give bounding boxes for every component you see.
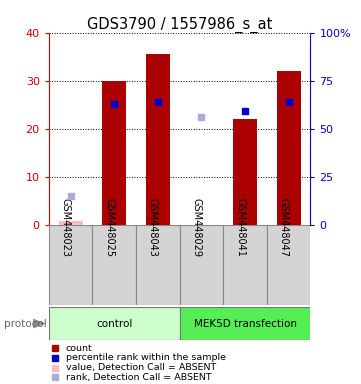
Bar xyxy=(277,71,301,225)
Bar xyxy=(179,307,310,340)
Bar xyxy=(223,225,267,305)
Text: GSM448047: GSM448047 xyxy=(279,199,289,257)
Bar xyxy=(146,54,170,225)
Text: protocol: protocol xyxy=(4,318,46,329)
Text: GSM448041: GSM448041 xyxy=(235,199,245,257)
Bar xyxy=(102,81,126,225)
Polygon shape xyxy=(33,319,46,328)
Bar xyxy=(233,119,257,225)
Title: GDS3790 / 1557986_s_at: GDS3790 / 1557986_s_at xyxy=(87,17,272,33)
Text: count: count xyxy=(66,344,92,353)
Text: value, Detection Call = ABSENT: value, Detection Call = ABSENT xyxy=(66,363,216,372)
Bar xyxy=(179,225,223,305)
Text: percentile rank within the sample: percentile rank within the sample xyxy=(66,353,226,362)
Bar xyxy=(92,225,136,305)
Bar xyxy=(49,307,179,340)
Bar xyxy=(49,225,92,305)
Text: MEK5D transfection: MEK5D transfection xyxy=(193,318,296,329)
Text: rank, Detection Call = ABSENT: rank, Detection Call = ABSENT xyxy=(66,373,212,382)
Text: GSM448025: GSM448025 xyxy=(104,198,114,257)
Text: GSM448029: GSM448029 xyxy=(191,199,201,257)
Bar xyxy=(136,225,179,305)
Text: control: control xyxy=(96,318,132,329)
Text: GSM448023: GSM448023 xyxy=(61,199,70,257)
Bar xyxy=(267,225,310,305)
Text: GSM448043: GSM448043 xyxy=(148,199,158,257)
Bar xyxy=(58,221,83,225)
